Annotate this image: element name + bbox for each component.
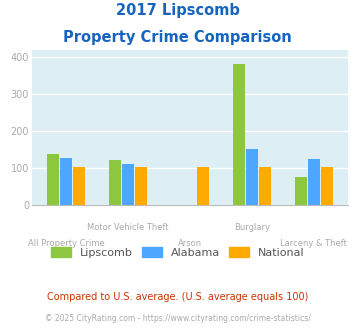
Bar (135, 167, 147, 205)
Bar (233, 64, 245, 205)
Bar (73, 167, 85, 205)
Bar (109, 159, 121, 205)
Bar (197, 167, 209, 205)
Bar (47, 154, 59, 205)
Text: 2017 Lipscomb: 2017 Lipscomb (116, 3, 239, 18)
Text: © 2025 CityRating.com - https://www.cityrating.com/crime-statistics/: © 2025 CityRating.com - https://www.city… (45, 314, 310, 323)
Text: Burglary: Burglary (234, 223, 270, 232)
Text: Motor Vehicle Theft: Motor Vehicle Theft (87, 223, 169, 232)
Text: Arson: Arson (178, 239, 202, 248)
Bar (259, 167, 271, 205)
Text: Compared to U.S. average. (U.S. average equals 100): Compared to U.S. average. (U.S. average … (47, 292, 308, 302)
Bar (295, 177, 307, 205)
Text: Larceny & Theft: Larceny & Theft (280, 239, 347, 248)
Bar (122, 164, 134, 205)
Bar (60, 158, 72, 205)
Text: Property Crime Comparison: Property Crime Comparison (63, 30, 292, 45)
Legend: Lipscomb, Alabama, National: Lipscomb, Alabama, National (49, 245, 306, 260)
Text: All Property Crime: All Property Crime (28, 239, 104, 248)
Bar (321, 167, 333, 205)
Bar (308, 159, 320, 205)
Bar (246, 149, 258, 205)
